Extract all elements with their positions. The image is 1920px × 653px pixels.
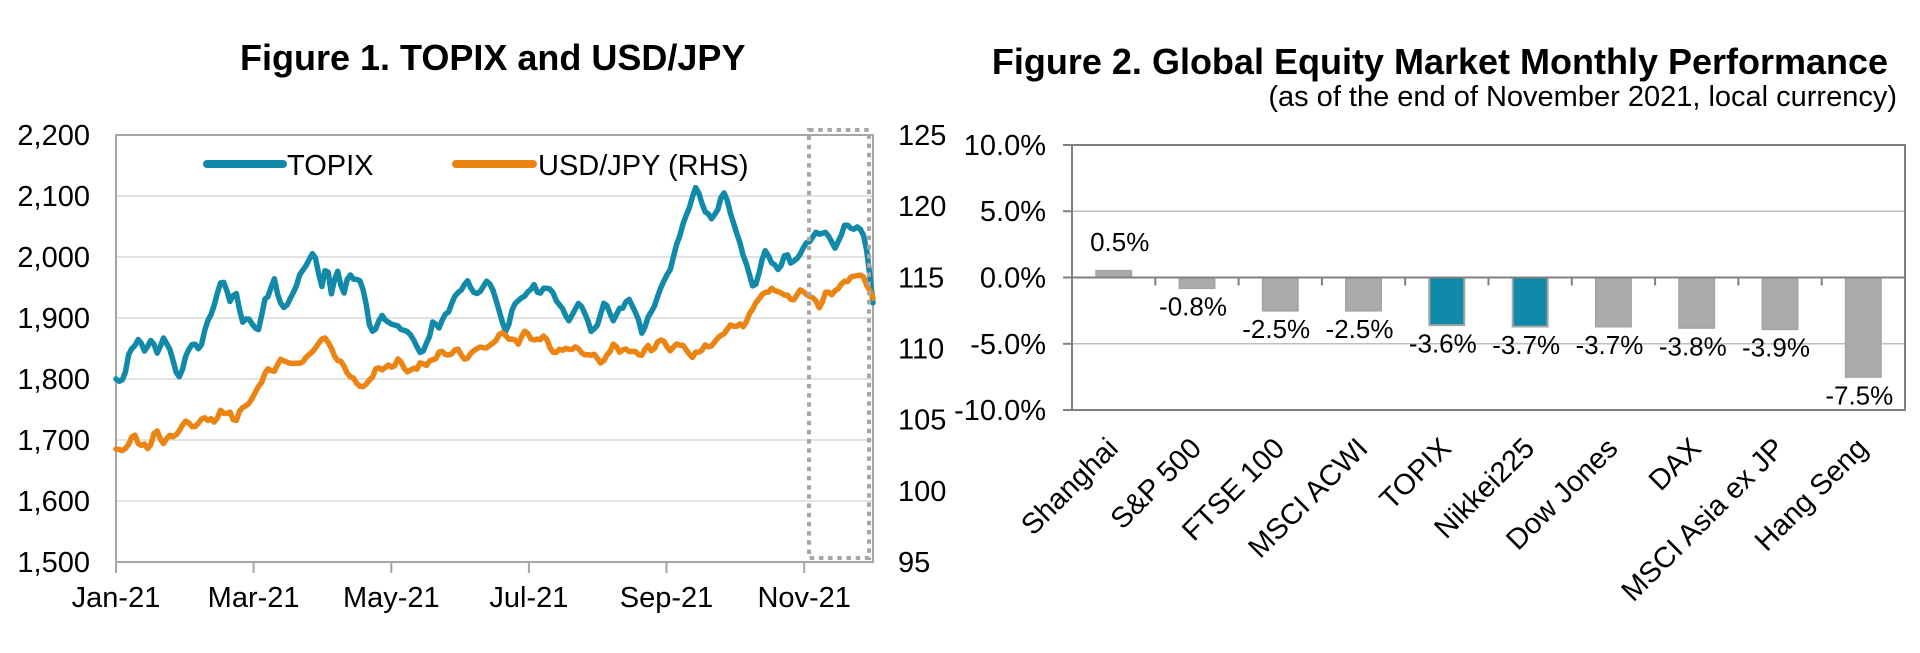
svg-text:(as of the end of November 202: (as of the end of November 2021, local c…: [1268, 81, 1897, 113]
svg-text:125: 125: [898, 120, 946, 152]
svg-text:-3.7%: -3.7%: [1492, 330, 1560, 360]
svg-text:0.5%: 0.5%: [1090, 227, 1149, 257]
svg-text:0.0%: 0.0%: [980, 263, 1046, 295]
svg-text:120: 120: [898, 191, 946, 223]
svg-text:5.0%: 5.0%: [980, 196, 1046, 228]
svg-text:TOPIX: TOPIX: [287, 150, 374, 182]
svg-text:Mar-21: Mar-21: [208, 582, 300, 614]
svg-text:1,900: 1,900: [17, 303, 90, 335]
svg-text:115: 115: [898, 262, 944, 294]
svg-text:1,700: 1,700: [17, 425, 90, 457]
svg-text:-3.8%: -3.8%: [1659, 331, 1727, 361]
svg-text:10.0%: 10.0%: [964, 130, 1046, 162]
svg-text:-3.7%: -3.7%: [1575, 330, 1643, 360]
svg-text:105: 105: [898, 405, 946, 437]
svg-text:-7.5%: -7.5%: [1825, 380, 1893, 410]
svg-text:USD/JPY (RHS): USD/JPY (RHS): [538, 150, 749, 182]
svg-text:-10.0%: -10.0%: [954, 395, 1046, 427]
svg-text:Jan-21: Jan-21: [72, 582, 161, 614]
svg-text:-0.8%: -0.8%: [1159, 292, 1227, 322]
svg-text:Figure 1. TOPIX and USD/JPY: Figure 1. TOPIX and USD/JPY: [240, 37, 745, 78]
svg-text:Figure 2. Global Equity Market: Figure 2. Global Equity Market Monthly P…: [992, 41, 1888, 82]
svg-text:110: 110: [898, 334, 944, 366]
svg-text:Jul-21: Jul-21: [489, 582, 568, 614]
svg-text:1,600: 1,600: [17, 486, 90, 518]
svg-text:2,000: 2,000: [17, 242, 90, 274]
svg-text:-2.5%: -2.5%: [1326, 314, 1394, 344]
svg-text:Sep-21: Sep-21: [620, 582, 714, 614]
svg-text:2,100: 2,100: [17, 181, 90, 213]
svg-text:-3.9%: -3.9%: [1742, 333, 1810, 363]
svg-text:Nov-21: Nov-21: [757, 582, 851, 614]
svg-text:May-21: May-21: [343, 582, 440, 614]
svg-text:100: 100: [898, 476, 946, 508]
svg-text:-3.6%: -3.6%: [1409, 329, 1477, 359]
svg-text:1,800: 1,800: [17, 364, 90, 396]
svg-text:2,200: 2,200: [17, 120, 90, 152]
svg-text:1,500: 1,500: [17, 547, 90, 579]
svg-text:95: 95: [898, 547, 930, 579]
svg-text:-5.0%: -5.0%: [970, 329, 1046, 361]
svg-text:-2.5%: -2.5%: [1242, 314, 1310, 344]
